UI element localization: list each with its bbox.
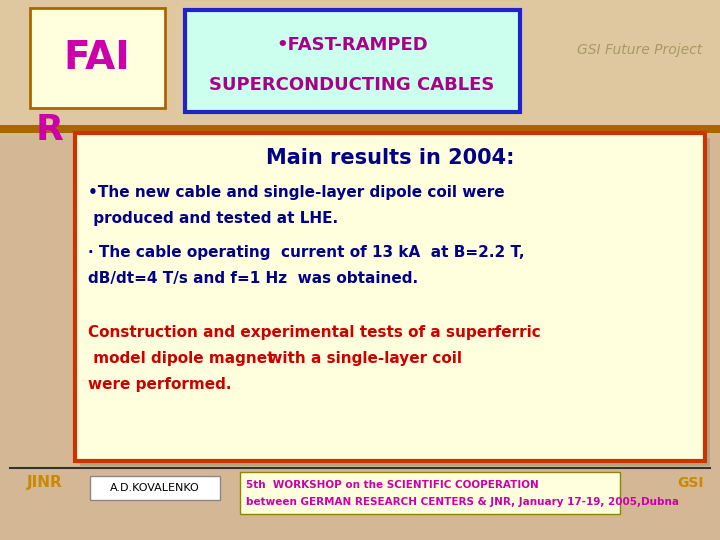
Text: FAI: FAI [63, 39, 130, 77]
Bar [0, 125, 720, 133]
FancyBboxPatch shape [75, 133, 705, 461]
Text: GSI: GSI [677, 476, 703, 490]
FancyBboxPatch shape [185, 10, 520, 112]
FancyBboxPatch shape [240, 472, 620, 514]
Text: 5th  WORKSHOP on the SCIENTIFIC COOPERATION: 5th WORKSHOP on the SCIENTIFIC COOPERATI… [246, 480, 539, 490]
Text: •The new cable and single-layer dipole coil were: •The new cable and single-layer dipole c… [88, 185, 505, 199]
Text: Construction and experimental tests of a superferric: Construction and experimental tests of a… [88, 325, 541, 340]
Text: with a single-layer coil: with a single-layer coil [263, 350, 462, 366]
FancyBboxPatch shape [80, 138, 710, 466]
FancyBboxPatch shape [90, 476, 220, 500]
Text: A.D.KOVALENKO: A.D.KOVALENKO [110, 483, 200, 493]
Text: dB/dt=4 T/s and f=1 Hz  was obtained.: dB/dt=4 T/s and f=1 Hz was obtained. [88, 271, 418, 286]
Text: R: R [36, 113, 64, 147]
FancyBboxPatch shape [30, 8, 165, 108]
Text: model dipole magnet: model dipole magnet [88, 350, 274, 366]
Text: between GERMAN RESEARCH CENTERS & JNR, January 17-19, 2005,Dubna: between GERMAN RESEARCH CENTERS & JNR, J… [246, 497, 679, 507]
Bar [0, 133, 720, 540]
Text: · The cable operating  current of 13 kA  at B=2.2 T,: · The cable operating current of 13 kA a… [88, 245, 524, 260]
Text: GSI Future Project: GSI Future Project [577, 43, 703, 57]
Text: Main results in 2004:: Main results in 2004: [266, 148, 514, 168]
Text: JINR: JINR [27, 476, 63, 490]
Text: •FAST-RAMPED: •FAST-RAMPED [276, 36, 428, 54]
Bar [0, 0, 720, 130]
Text: were performed.: were performed. [88, 376, 232, 392]
Text: SUPERCONDUCTING CABLES: SUPERCONDUCTING CABLES [210, 76, 495, 94]
Text: produced and tested at LHE.: produced and tested at LHE. [88, 211, 338, 226]
